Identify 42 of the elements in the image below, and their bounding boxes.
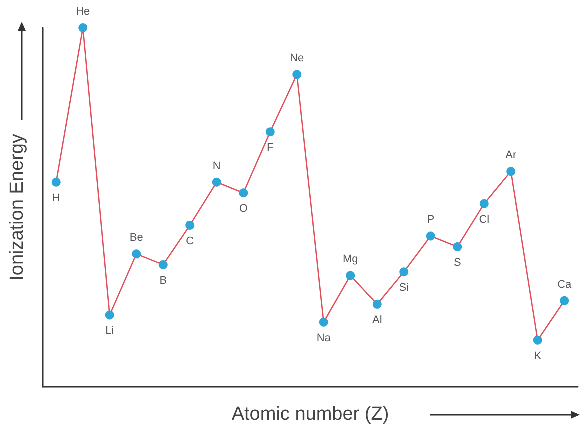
x-tick-label: Na (316, 332, 332, 344)
x-axis-title: Atomic number (Z) (232, 404, 390, 425)
point (132, 250, 142, 259)
point (158, 260, 168, 270)
point (506, 167, 516, 176)
point (346, 271, 356, 280)
point (426, 232, 436, 241)
point (319, 318, 328, 327)
x-tick-label: Mg (342, 254, 358, 266)
x-tick-label: Al (372, 314, 382, 326)
x-tick-label: Li (106, 325, 114, 338)
point (560, 296, 570, 306)
x-tick-label: P (427, 214, 435, 226)
x-tick-label: Si (399, 282, 410, 294)
point (78, 24, 88, 32)
x-tick-label: Be (130, 232, 144, 244)
x-tick-label: K (534, 350, 542, 362)
point (372, 300, 382, 309)
point (239, 188, 248, 198)
point (212, 178, 222, 187)
x-tick-label: He (76, 6, 90, 18)
point (480, 199, 489, 208)
point (105, 310, 114, 320)
x-tick-label: B (160, 274, 168, 287)
point (292, 70, 302, 80)
x-tick-label: C (186, 235, 194, 248)
point (186, 220, 195, 230)
x-tick-label: O (239, 203, 248, 216)
x-tick-label: F (267, 142, 274, 154)
point (400, 268, 409, 277)
x-tick-label: H (52, 192, 60, 204)
point (533, 336, 542, 345)
point (52, 178, 61, 187)
x-tick-label: Ne (290, 52, 304, 65)
y-axis-title: Ionization Energy (7, 134, 28, 281)
x-tick-label: Ar (506, 150, 517, 162)
x-tick-label: Cl (479, 214, 490, 226)
x-tick-label: Ca (558, 278, 573, 291)
x-tick-label: N (212, 160, 221, 172)
point (266, 128, 275, 137)
point (453, 242, 462, 252)
x-tick-label: S (454, 256, 462, 269)
